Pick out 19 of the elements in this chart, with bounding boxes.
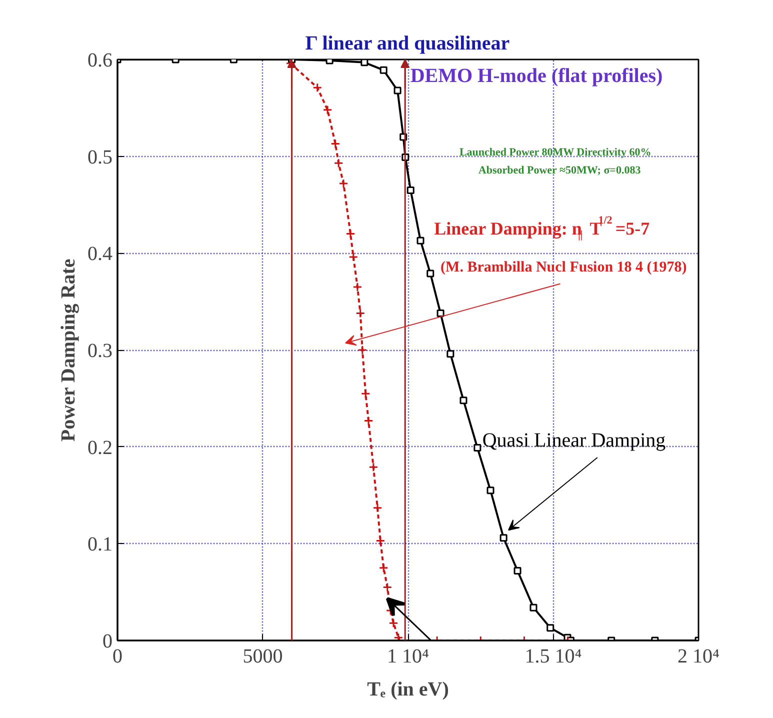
- annotation: Launched Power 80MW Directivity 60%: [459, 146, 652, 158]
- y-tick-label: 0.1: [88, 534, 112, 556]
- x-tick-label: 5000: [242, 646, 283, 668]
- annotation: Quasi Linear Damping: [482, 430, 666, 452]
- x-axis-title: Tₑ (in eV): [367, 678, 449, 700]
- x-tick-label: 1 10⁴: [387, 646, 430, 668]
- y-tick-label: 0.4: [88, 243, 112, 266]
- y-tick-label: 0.2: [88, 436, 112, 459]
- x-tick-label: 1.5 10⁴: [524, 646, 582, 668]
- y-tick-label: 0.6: [88, 50, 112, 72]
- y-tick-label: 0.5: [88, 146, 112, 168]
- annotation: (M. Brambilla Nucl Fusion 18 4 (1978): [440, 260, 687, 276]
- x-tick-label: 2 10⁴: [678, 646, 720, 668]
- chart-title: Γ linear and quasilinear: [305, 32, 510, 54]
- y-axis-title: Power Damping Rate: [58, 258, 80, 442]
- annotation: DEMO H-mode (flat profiles): [410, 64, 663, 87]
- y-tick-label: 0.3: [88, 340, 112, 362]
- annotation: Absorbed Power ≈50MW; σ=0.083: [478, 164, 642, 176]
- y-tick-label: 0: [102, 630, 112, 652]
